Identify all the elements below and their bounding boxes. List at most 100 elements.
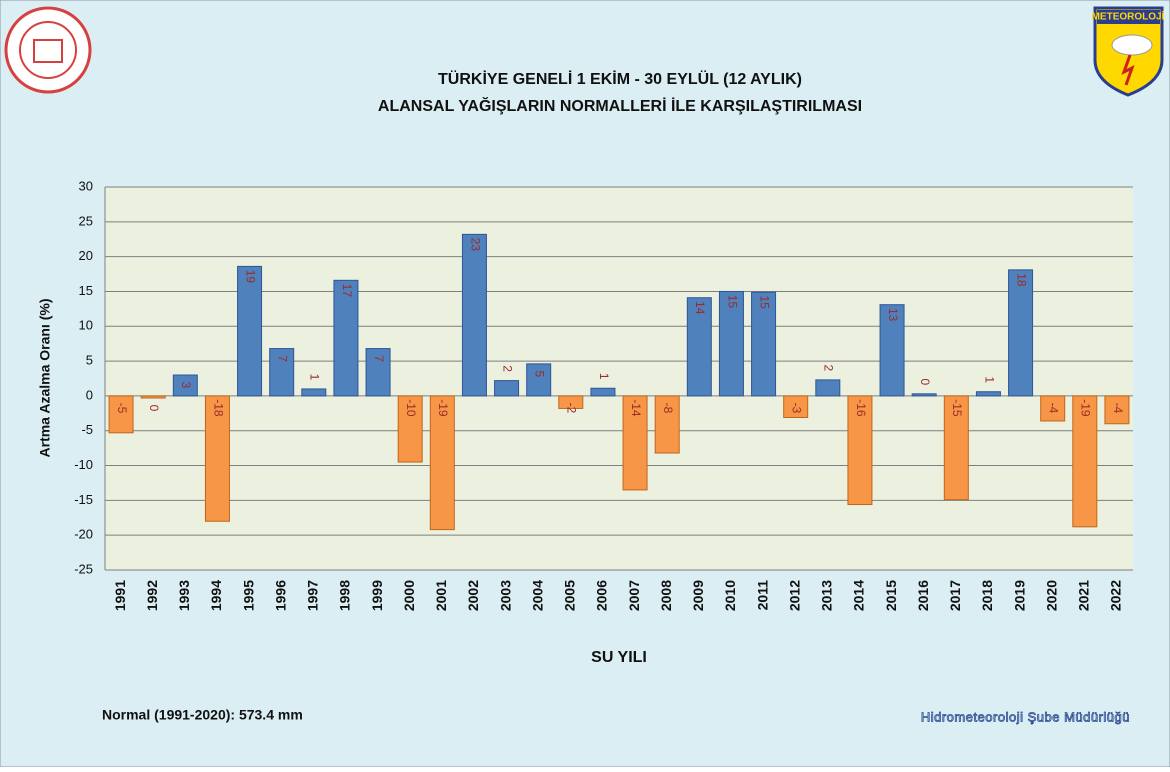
x-tick-label: 2022 [1108, 580, 1124, 611]
bar [334, 280, 358, 396]
value-label: 14 [693, 301, 707, 315]
x-tick-label: 2015 [883, 580, 899, 611]
value-label: 18 [1014, 273, 1028, 287]
normal-note: Normal (1991-2020): 573.4 mm [102, 707, 303, 723]
bar [302, 389, 326, 396]
chart: METEOROLOJİ TÜRKİYE GENELİ 1 EKİM - 30 E… [0, 0, 1170, 767]
value-label: 13 [886, 308, 900, 322]
x-tick-label: 1998 [337, 580, 353, 611]
x-tick-label: 2004 [529, 580, 545, 611]
value-label: -18 [211, 399, 225, 417]
bar [912, 394, 936, 396]
chart-title: TÜRKİYE GENELİ 1 EKİM - 30 EYLÜL (12 AYL… [438, 69, 802, 88]
x-tick-label: 2010 [722, 580, 738, 611]
x-tick-label: 2000 [401, 580, 417, 611]
x-tick-label: 2003 [497, 580, 513, 611]
y-tick-label: -20 [74, 527, 93, 542]
x-tick-label: 2018 [979, 580, 995, 611]
x-tick-label: 2021 [1076, 580, 1092, 611]
value-label: 23 [468, 238, 482, 252]
value-label: -19 [1079, 399, 1093, 417]
x-tick-label: 2016 [915, 580, 931, 611]
x-tick-label: 2014 [851, 580, 867, 611]
value-label: -16 [854, 399, 868, 417]
x-tick-label: 2017 [947, 580, 963, 611]
x-tick-label: 1993 [176, 580, 192, 611]
logo-cloud [1112, 35, 1152, 55]
value-label: 19 [243, 270, 257, 284]
value-label: -8 [661, 403, 675, 414]
value-label: 0 [147, 405, 161, 412]
bar [109, 396, 133, 433]
value-label: -4 [1047, 403, 1061, 414]
y-tick-label: -10 [74, 457, 93, 472]
y-tick-label: -5 [81, 422, 93, 437]
value-label: 5 [533, 371, 547, 378]
bar [495, 381, 519, 396]
bar [976, 392, 1000, 396]
value-label: -15 [950, 399, 964, 417]
value-label: 3 [179, 382, 193, 389]
value-label: 7 [276, 355, 290, 362]
value-label: -5 [115, 403, 129, 414]
value-label: 0 [918, 378, 932, 385]
value-label: -3 [790, 403, 804, 414]
y-tick-label: -25 [74, 561, 93, 576]
seal-ring [6, 8, 90, 92]
x-tick-label: 2002 [465, 580, 481, 611]
value-label: 2 [822, 365, 836, 372]
x-tick-label: 1997 [305, 580, 321, 611]
chart-subtitle: ALANSAL YAĞIŞLARIN NORMALLERİ İLE KARŞIL… [378, 96, 862, 115]
x-tick-label: 2013 [819, 580, 835, 611]
value-label: -2 [565, 403, 579, 414]
x-tick-label: 2012 [786, 580, 802, 611]
bar [816, 380, 840, 396]
y-tick-label: 25 [79, 213, 93, 228]
x-tick-label: 2011 [754, 580, 770, 611]
y-tick-label: 5 [86, 353, 93, 368]
y-tick-label: 15 [79, 283, 93, 298]
seal [6, 8, 90, 92]
value-label: 1 [982, 376, 996, 383]
x-tick-label: 2008 [658, 580, 674, 611]
x-tick-label: 2019 [1011, 580, 1027, 611]
y-axis-label: Artma Azalma Oranı (%) [37, 299, 53, 458]
value-label: 7 [372, 355, 386, 362]
x-tick-label: 1991 [112, 580, 128, 611]
value-label: 1 [597, 373, 611, 380]
x-tick-label: 2007 [626, 580, 642, 611]
bar [462, 234, 486, 396]
value-label: -4 [1111, 403, 1125, 414]
y-tick-label: 20 [79, 248, 93, 263]
bar [527, 364, 551, 396]
x-tick-label: 1995 [240, 580, 256, 611]
x-tick-label: 2020 [1043, 580, 1059, 611]
value-label: 1 [308, 374, 322, 381]
x-axis-label: SU YILI [591, 649, 647, 666]
logo-text: METEOROLOJİ [1092, 10, 1165, 23]
bar [141, 396, 165, 398]
x-tick-label: 2009 [690, 580, 706, 611]
y-tick-label: 30 [79, 178, 93, 193]
value-label: 2 [500, 365, 514, 372]
x-tick-label: 2001 [433, 580, 449, 611]
bar [1009, 270, 1033, 396]
x-tick-label: 2006 [594, 580, 610, 611]
value-label: -14 [629, 399, 643, 417]
credit: Hidrometeoroloji Şube Müdürlüğü [921, 709, 1130, 724]
y-tick-label: 0 [86, 387, 93, 402]
x-tick-label: 1992 [144, 580, 160, 611]
bar [591, 388, 615, 396]
x-tick-label: 1996 [272, 580, 288, 611]
value-label: 17 [340, 284, 354, 298]
value-label: -19 [436, 399, 450, 417]
x-tick-label: 1999 [369, 580, 385, 611]
bar [238, 266, 262, 396]
value-label: 15 [757, 295, 771, 309]
y-tick-label: 10 [79, 318, 93, 333]
value-label: 15 [725, 295, 739, 309]
x-tick-label: 2005 [562, 580, 578, 611]
y-tick-label: -15 [74, 492, 93, 507]
x-tick-label: 1994 [208, 580, 224, 611]
value-label: -10 [404, 399, 418, 417]
